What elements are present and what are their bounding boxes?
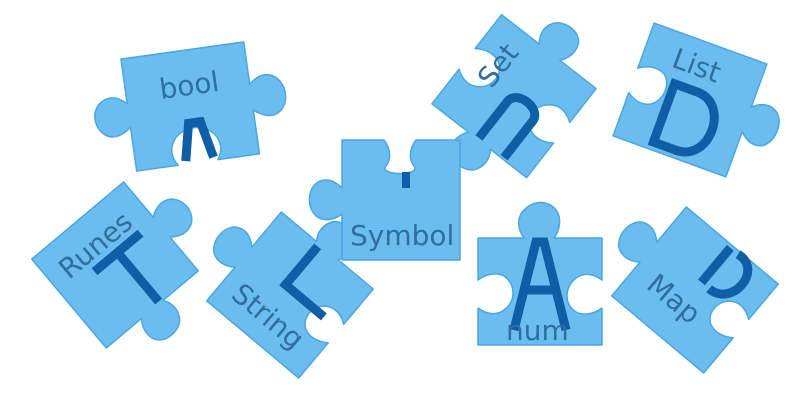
letter-a-glyph (181, 116, 218, 162)
piece-label-symbol: Symbol (350, 219, 454, 252)
letter-t-glyph (91, 229, 163, 305)
puzzle-piece-num: num (477, 201, 603, 347)
puzzle-piece-symbol: Symbol (308, 139, 461, 261)
puzzle-piece-runes: Runes (31, 181, 199, 349)
glyph-stub (402, 172, 410, 188)
letter-a-glyph (509, 237, 571, 332)
puzzle-piece-set: Set (431, 13, 597, 179)
letter-d-glyph (647, 77, 719, 157)
piece-label-bool: bool (157, 65, 221, 106)
piece-label-num: num (506, 314, 569, 347)
letter-u-glyph (475, 93, 540, 161)
puzzle-piece-map: Map (611, 206, 779, 374)
puzzle-piece-bool: bool (94, 41, 287, 172)
glyph-open-o (697, 244, 753, 299)
puzzle-piece-list: List (612, 22, 780, 178)
letter-l-glyph (279, 243, 327, 321)
